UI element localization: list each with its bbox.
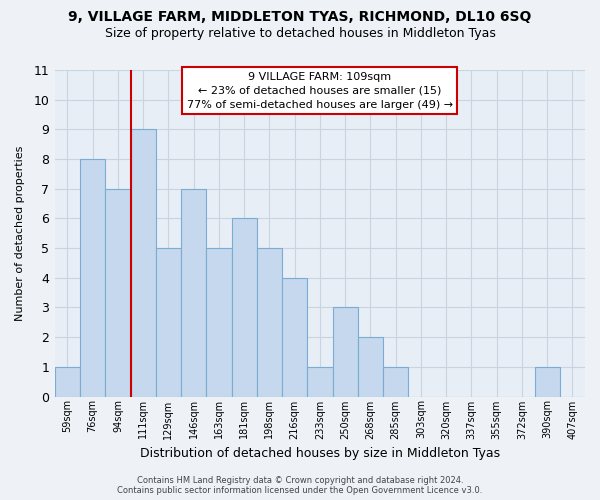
Text: Size of property relative to detached houses in Middleton Tyas: Size of property relative to detached ho… bbox=[104, 28, 496, 40]
Bar bbox=[131, 130, 156, 396]
Bar bbox=[80, 159, 105, 396]
Bar bbox=[206, 248, 232, 396]
Bar bbox=[105, 188, 131, 396]
Bar bbox=[156, 248, 181, 396]
Text: Contains HM Land Registry data © Crown copyright and database right 2024.
Contai: Contains HM Land Registry data © Crown c… bbox=[118, 476, 482, 495]
Text: 9, VILLAGE FARM, MIDDLETON TYAS, RICHMOND, DL10 6SQ: 9, VILLAGE FARM, MIDDLETON TYAS, RICHMON… bbox=[68, 10, 532, 24]
Bar bbox=[383, 367, 408, 396]
Text: 9 VILLAGE FARM: 109sqm
← 23% of detached houses are smaller (15)
77% of semi-det: 9 VILLAGE FARM: 109sqm ← 23% of detached… bbox=[187, 72, 453, 110]
Bar bbox=[181, 188, 206, 396]
Bar bbox=[358, 337, 383, 396]
Bar bbox=[232, 218, 257, 396]
Bar bbox=[55, 367, 80, 396]
Bar bbox=[307, 367, 332, 396]
Bar bbox=[257, 248, 282, 396]
X-axis label: Distribution of detached houses by size in Middleton Tyas: Distribution of detached houses by size … bbox=[140, 447, 500, 460]
Bar bbox=[535, 367, 560, 396]
Y-axis label: Number of detached properties: Number of detached properties bbox=[15, 146, 25, 321]
Bar bbox=[332, 308, 358, 396]
Bar bbox=[282, 278, 307, 396]
